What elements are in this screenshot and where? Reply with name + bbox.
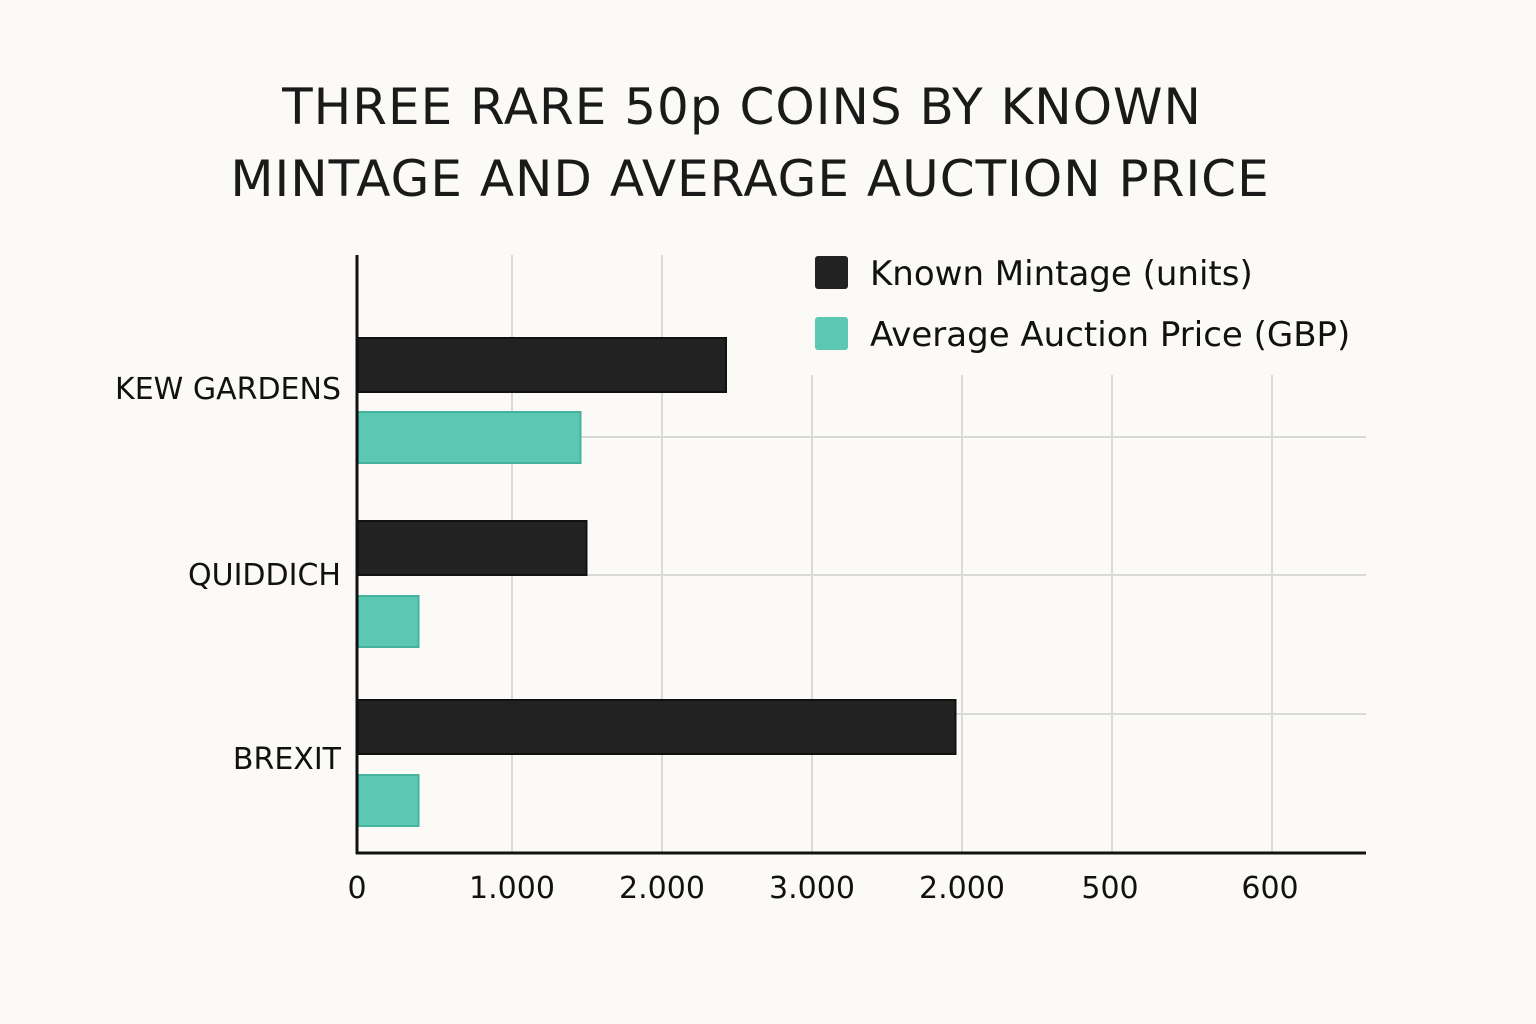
mintage-bar-quiddich [357,520,588,576]
category-label: QUIDDICH [188,558,341,593]
price-bar-kew-gardens [357,411,582,464]
mintage-bar-kew-gardens [357,337,727,393]
category-label: KEW GARDENS [115,372,341,407]
x-tick-label: 600 [1241,871,1298,906]
x-tick-label: 500 [1081,871,1138,906]
x-tick-label: 2.000 [919,871,1005,906]
x-tick-label: 2.000 [619,871,705,906]
legend-label-price: Average Auction Price (GBP) [870,315,1350,355]
legend-swatch-price [815,317,848,350]
price-bar-brexit [357,774,420,827]
price-bar-quiddich [357,595,420,648]
legend-swatch-mintage [815,256,848,289]
legend-label-mintage: Known Mintage (units) [870,254,1253,294]
x-tick-label: 1.000 [469,871,555,906]
mintage-bar-brexit [357,699,957,755]
chart-title-line-1: THREE RARE 50p COINS BY KNOWN [281,78,1202,136]
category-label: BREXIT [233,742,342,777]
x-tick-label: 3.000 [769,871,855,906]
chart-title-line-2: MINTAGE AND AVERAGE AUCTION PRICE [230,150,1269,208]
x-tick-label: 0 [347,871,366,906]
